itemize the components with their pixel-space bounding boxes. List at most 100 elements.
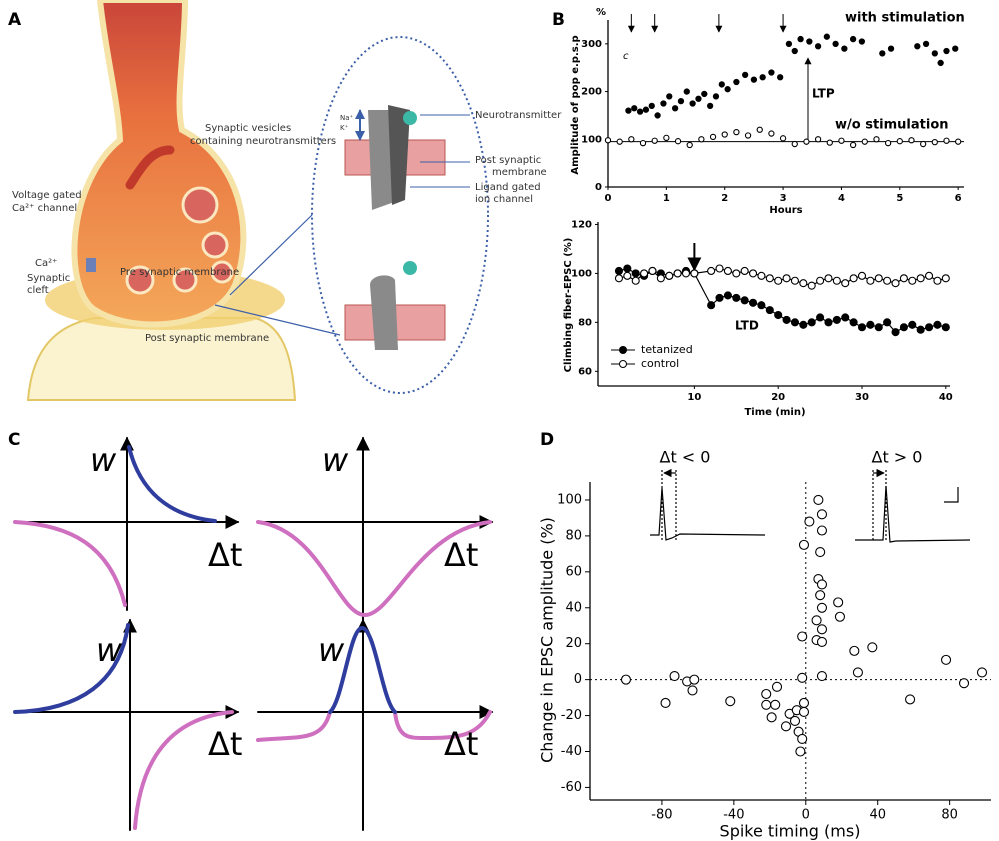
x-tick-label: -80: [651, 808, 672, 823]
point: [814, 136, 822, 143]
point: [916, 274, 925, 283]
label: membrane: [492, 167, 547, 178]
point: [665, 271, 674, 280]
point: [799, 279, 808, 288]
trace: [855, 485, 971, 543]
vesicle: [172, 267, 198, 293]
x-tick-label: 30: [855, 392, 869, 403]
neurotransmitter: [403, 111, 417, 125]
series-label: w/o stimulation: [835, 118, 949, 133]
point: [663, 134, 670, 142]
axis-label: Δt: [444, 725, 478, 763]
point: [916, 325, 925, 334]
point: [723, 266, 732, 276]
point: [795, 746, 806, 757]
x-tick-label: 80: [941, 808, 958, 823]
point: [899, 323, 908, 332]
point: [873, 136, 880, 143]
point: [931, 138, 938, 146]
point: [922, 40, 930, 48]
point: [798, 706, 810, 718]
point: [857, 323, 867, 332]
x-tick-label: 4: [838, 193, 845, 204]
vesicle: [201, 231, 229, 259]
point: [744, 132, 752, 139]
point: [849, 274, 858, 283]
point: [791, 140, 798, 148]
ltd-chart: 10 20 30 40 60 80 100 120 Time (min) Climbing fib…: [563, 219, 953, 418]
point: [826, 139, 833, 146]
y-tick-label: 60: [578, 366, 592, 377]
point: [631, 269, 640, 278]
inset-traces: [650, 468, 971, 543]
x-tick-label: 40: [939, 392, 953, 403]
label: Post synaptic: [475, 155, 541, 166]
label: cleft: [27, 285, 49, 296]
point: [803, 138, 810, 145]
point: [804, 516, 815, 527]
postsynaptic-cell: [26, 317, 297, 401]
point: [816, 276, 825, 285]
annotation: Δt < 0: [660, 448, 711, 467]
label: Na⁺: [340, 114, 354, 122]
point: [841, 45, 848, 52]
point: [774, 310, 783, 320]
x-tick-label: 0: [802, 808, 810, 823]
point: [874, 323, 883, 332]
legend-marker: [619, 346, 627, 354]
point: [631, 276, 640, 285]
point: [841, 313, 850, 322]
point: [756, 126, 763, 133]
point: [768, 130, 775, 137]
point: [765, 274, 774, 283]
point: [941, 323, 950, 332]
zoom-circle: [311, 36, 489, 394]
point: [814, 43, 822, 50]
point: [774, 276, 783, 285]
point: [824, 318, 833, 327]
point: [648, 266, 657, 276]
point: [604, 137, 612, 144]
point: [797, 672, 808, 683]
label: K⁺: [340, 124, 349, 132]
point: [642, 106, 650, 113]
point: [732, 293, 741, 302]
x-tick-label: 5: [896, 193, 903, 204]
label: Ca²⁺ channel: [12, 203, 77, 214]
curve: [127, 445, 217, 523]
point: [616, 138, 623, 145]
point: [689, 100, 696, 107]
point: [740, 266, 749, 276]
point: [623, 271, 632, 280]
point: [706, 102, 714, 110]
point: [798, 697, 810, 709]
x-tick-label: 2: [721, 193, 728, 204]
point: [824, 274, 833, 283]
point: [816, 624, 828, 635]
point: [640, 269, 649, 278]
point: [852, 667, 863, 678]
point: [648, 102, 655, 110]
point: [761, 699, 772, 710]
point: [816, 670, 828, 682]
point: [816, 313, 825, 322]
point: [899, 274, 908, 283]
point: [866, 276, 875, 285]
point: [677, 97, 685, 105]
point: [614, 266, 624, 276]
y-unit: %: [596, 7, 606, 18]
point: [654, 112, 661, 119]
point: [807, 281, 816, 290]
point: [816, 525, 828, 536]
legend-label: control: [641, 357, 679, 370]
point: [816, 636, 828, 647]
label: containing neurotransmitters: [190, 136, 336, 147]
point: [779, 135, 787, 142]
y-axis-title: Amplitude of pop e.p.s.p: [570, 35, 581, 174]
x-axis-title: Hours: [769, 205, 802, 216]
point: [768, 69, 775, 76]
point: [789, 715, 801, 726]
point: [660, 100, 667, 107]
point: [823, 33, 831, 40]
point: [832, 40, 839, 48]
